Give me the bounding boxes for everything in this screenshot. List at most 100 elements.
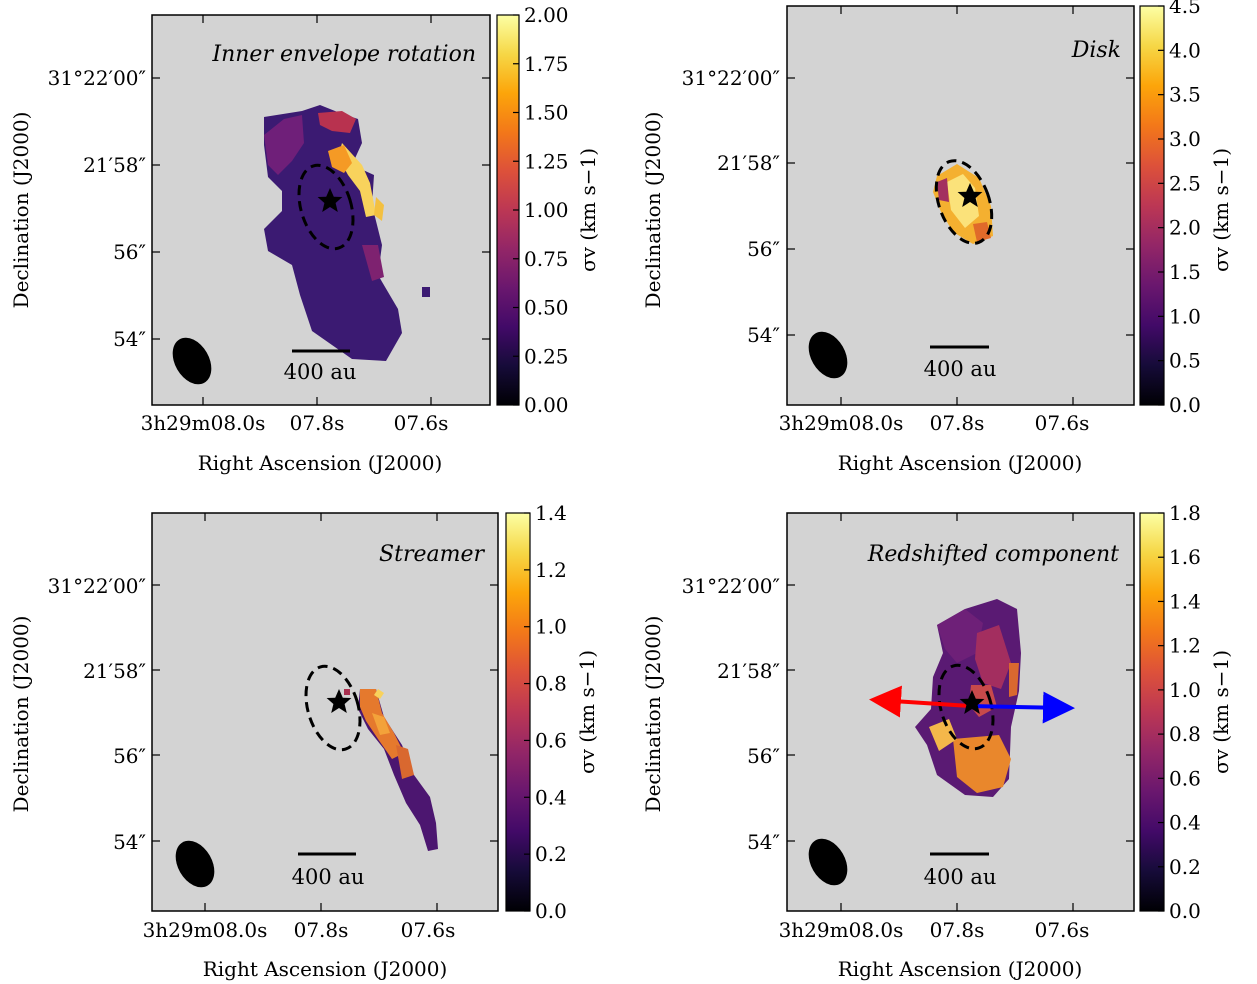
colorbar-tick-label: 0.0: [1169, 899, 1201, 923]
beam-ellipse: [808, 331, 848, 379]
colorbar-tick-label: 2.0: [1169, 216, 1201, 240]
colorbar-tick-label: 1.00: [524, 198, 569, 222]
colorbar-tick-label: 1.4: [1169, 589, 1201, 613]
y-axis-title: Declination (J2000): [9, 616, 33, 813]
colorbar-tick-label: 0.8: [535, 672, 567, 696]
x-tick-label: 07.6s: [1035, 918, 1090, 942]
axis-ticks: [787, 513, 1134, 911]
colorbar-tick-label: 0.0: [1169, 393, 1201, 417]
x-tick-label: 07.8s: [930, 411, 985, 435]
emission-region: [1009, 663, 1019, 697]
panel-3-labels: 31°22′00″ 21′58″ 56″ 54″ 3h29m08.0s 07.8…: [9, 574, 455, 981]
emission-region: [264, 115, 304, 175]
colorbar-2: 0.0 0.5 1.0 1.5 2.0 2.5 3.0 3.5 4.0 4.5 σv (km s−…: [1139, 0, 1233, 417]
y-tick-label: 21′58″: [83, 659, 146, 683]
colorbar-tick-label: 2.00: [524, 3, 569, 27]
colorbar-tick-label: 1.6: [1169, 545, 1201, 569]
colorbar-tick-label: 0.5: [1169, 349, 1201, 373]
colorbar-tick-label: 0.2: [535, 842, 567, 866]
y-axis-title: Declination (J2000): [9, 112, 33, 309]
x-tick-label: 07.6s: [401, 918, 456, 942]
panel-2-labels: 31°22′00″ 21′58″ 56″ 54″ 3h29m08.0s 07.8…: [641, 66, 1089, 475]
colorbar-4: 0.0 0.2 0.4 0.6 0.8 1.0 1.2 1.4 1.6 1.8 σv (km s−…: [1139, 501, 1233, 923]
colorbar-ticks: 0.0 0.2 0.4 0.6 0.8 1.0 1.2 1.4 1.6 1.8: [1158, 501, 1201, 923]
emission-region: [422, 287, 430, 297]
y-tick-label: 56″: [113, 240, 146, 264]
panel-1-labels: 31°22′00″ 21′58″ 56″ 54″ 3h29m08.0s 07.8…: [9, 66, 448, 475]
x-axis-title: Right Ascension (J2000): [203, 957, 448, 981]
colorbar-tick-label: 1.0: [535, 615, 567, 639]
axis-ticks: [152, 15, 490, 405]
x-axis-title: Right Ascension (J2000): [838, 957, 1083, 981]
axis-ticks: [152, 513, 498, 911]
colorbar-tick-label: 1.0: [1169, 304, 1201, 328]
panel-streamer: 400 au Streamer: [151, 512, 499, 912]
colorbar-tick-label: 1.50: [524, 101, 569, 125]
colorbar-ticks: 0.0 0.2 0.4 0.6 0.8 1.0 1.2 1.4: [524, 501, 567, 923]
colorbar-tick-label: 1.2: [535, 558, 567, 582]
colorbar-tick-label: 0.50: [524, 296, 569, 320]
y-tick-label: 54″: [113, 830, 146, 854]
colorbar-tick-label: 0.8: [1169, 722, 1201, 746]
colorbar-label: σv (km s−1): [1209, 148, 1233, 272]
colorbar-tick-label: 4.0: [1169, 38, 1201, 62]
colorbar-label: σv (km s−1): [1209, 650, 1233, 774]
outflow-arrow-blue: [969, 691, 1075, 724]
panel-disk: 400 au Disk: [786, 5, 1135, 406]
panel-title: Inner envelope rotation: [211, 42, 476, 67]
disk-ellipse: [297, 163, 355, 251]
colorbar-gradient: [505, 512, 531, 912]
emission-region: [937, 178, 949, 202]
disk-ellipse: [304, 664, 362, 752]
colorbar-tick-label: 1.8: [1169, 501, 1201, 525]
y-tick-label: 54″: [747, 323, 780, 347]
scale-bar-label: 400 au: [284, 360, 357, 384]
panel-title: Redshifted component: [867, 542, 1119, 567]
emission-region: [975, 625, 1011, 689]
colorbar-tick-label: 1.4: [535, 501, 567, 525]
colorbar-tick-label: 0.00: [524, 393, 569, 417]
colorbar-label: σv (km s−1): [576, 148, 600, 272]
emission-region: [372, 713, 390, 735]
y-tick-label: 56″: [747, 744, 780, 768]
emission-region: [937, 609, 983, 663]
x-tick-label: 07.8s: [930, 918, 985, 942]
colorbar-tick-label: 0.25: [524, 344, 569, 368]
emission-region: [264, 105, 402, 361]
beam-ellipse: [172, 337, 212, 385]
colorbar-tick-label: 0.6: [1169, 766, 1201, 790]
emission-map: [264, 105, 430, 361]
colorbar-tick-label: 1.75: [524, 52, 569, 76]
colorbar-ticks: 0.0 0.5 1.0 1.5 2.0 2.5 3.0 3.5 4.0 4.5: [1158, 0, 1201, 417]
emission-region: [374, 689, 384, 699]
x-tick-label: 3h29m08.0s: [779, 918, 904, 942]
x-tick-label: 07.6s: [1035, 411, 1090, 435]
axis-ticks: [787, 6, 1134, 405]
y-tick-label: 21′58″: [83, 153, 146, 177]
disk-ellipse: [937, 663, 995, 751]
beam-ellipse: [175, 840, 215, 888]
emission-region: [318, 111, 356, 133]
y-tick-label: 56″: [113, 744, 146, 768]
emission-region: [953, 735, 1011, 793]
colorbar-tick-label: 0.6: [535, 728, 567, 752]
colorbar-tick-label: 1.25: [524, 149, 569, 173]
colorbar-tick-label: 3.5: [1169, 83, 1201, 107]
colorbar-tick-label: 2.5: [1169, 171, 1201, 195]
emission-region: [396, 745, 414, 779]
y-tick-label: 31°22′00″: [682, 574, 780, 598]
scale-bar-label: 400 au: [924, 357, 997, 381]
y-tick-label: 21′58″: [717, 151, 780, 175]
emission-region: [328, 145, 352, 173]
y-tick-label: 54″: [747, 830, 780, 854]
colorbar-tick-label: 3.0: [1169, 127, 1201, 151]
protostar-star-icon: [317, 188, 343, 212]
x-axis-title: Right Ascension (J2000): [198, 451, 443, 475]
x-tick-label: 3h29m08.0s: [779, 411, 904, 435]
panel-4-labels: 31°22′00″ 21′58″ 56″ 54″ 3h29m08.0s 07.8…: [641, 574, 1089, 981]
outflow-arrow-red: [869, 685, 971, 718]
y-axis-title: Declination (J2000): [641, 112, 665, 309]
x-tick-label: 07.8s: [290, 411, 345, 435]
y-tick-label: 54″: [113, 327, 146, 351]
